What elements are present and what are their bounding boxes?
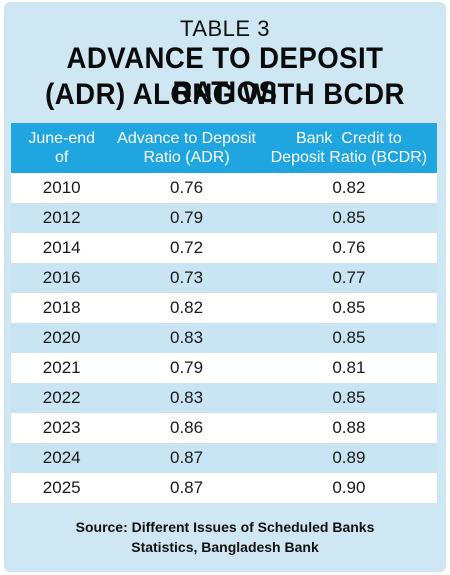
adr-cell: 0.86 [112,413,261,443]
year-cell: 2016 [11,263,113,293]
year-cell: 2014 [11,233,113,263]
header-year-line-2: of [55,149,69,166]
header-year: June-end of [11,123,113,173]
table-number-label: TABLE 3 [180,16,270,41]
table-row: 2020 0.83 0.85 [11,323,437,353]
table-body: 2010 0.76 0.82 2012 0.79 0.85 2014 0.72 0.76 2016… [11,173,437,503]
bcdr-cell: 0.85 [260,383,437,413]
bcdr-cell: 0.76 [260,233,437,263]
source-note: Source: Different Issues of Scheduled Ba… [4,517,446,557]
year-cell: 2010 [11,173,113,203]
adr-cell: 0.87 [112,473,261,503]
table-row: 2018 0.82 0.85 [11,293,437,323]
year-cell: 2023 [11,413,113,443]
table-card: TABLE 3 ADVANCE TO DEPOSIT RATIOS (ADR) … [4,2,446,572]
bcdr-cell: 0.90 [260,473,437,503]
year-cell: 2024 [11,443,113,473]
bcdr-cell: 0.77 [260,263,437,293]
header-bcdr: Bank Credit to Deposit Ratio (BCDR) [260,123,437,173]
table-row: 2023 0.86 0.88 [11,413,437,443]
bcdr-cell: 0.81 [260,353,437,383]
table-row: 2012 0.79 0.85 [11,203,437,233]
adr-cell: 0.76 [112,173,261,203]
adr-cell: 0.83 [112,383,261,413]
adr-cell: 0.82 [112,293,261,323]
header-row: June-end of Advance to Deposit Ratio (AD… [11,123,437,173]
ratio-table: June-end of Advance to Deposit Ratio (AD… [11,123,437,503]
adr-cell: 0.79 [112,353,261,383]
bcdr-cell: 0.89 [260,443,437,473]
table-row: 2024 0.87 0.89 [11,443,437,473]
year-cell: 2012 [11,203,113,233]
header-bcdr-line-1: Bank Credit to [295,130,402,147]
table-title-line-1: ADVANCE TO DEPOSIT RATIOS [66,42,384,109]
table-row: 2014 0.72 0.76 [11,233,437,263]
adr-cell: 0.87 [112,443,261,473]
header-adr: Advance to Deposit Ratio (ADR) [112,123,261,173]
header-year-line-1: June-end [28,130,96,147]
table-row: 2025 0.87 0.90 [11,473,437,503]
year-cell: 2020 [11,323,113,353]
bcdr-cell: 0.85 [260,323,437,353]
table-row: 2010 0.76 0.82 [11,173,437,203]
table-title-line-2: (ADR) ALONG WITH BCDR [45,78,405,111]
table-header: June-end of Advance to Deposit Ratio (AD… [11,123,437,173]
adr-cell: 0.72 [112,233,261,263]
header-adr-line-1: Advance to Deposit [117,130,256,147]
adr-cell: 0.79 [112,203,261,233]
bcdr-cell: 0.85 [260,203,437,233]
adr-cell: 0.83 [112,323,261,353]
bcdr-cell: 0.82 [260,173,437,203]
table-row: 2016 0.73 0.77 [11,263,437,293]
bcdr-cell: 0.88 [260,413,437,443]
year-cell: 2025 [11,473,113,503]
year-cell: 2022 [11,383,113,413]
year-cell: 2021 [11,353,113,383]
source-line-2: Statistics, Bangladesh Bank [131,539,319,555]
table-row: 2021 0.79 0.81 [11,353,437,383]
bcdr-cell: 0.85 [260,293,437,323]
header-bcdr-line-2: Deposit Ratio (BCDR) [270,149,428,166]
source-line-1: Source: Different Issues of Scheduled Ba… [75,519,375,535]
table-row: 2022 0.83 0.85 [11,383,437,413]
year-cell: 2018 [11,293,113,323]
header-adr-line-2: Ratio (ADR) [143,149,230,166]
adr-cell: 0.73 [112,263,261,293]
